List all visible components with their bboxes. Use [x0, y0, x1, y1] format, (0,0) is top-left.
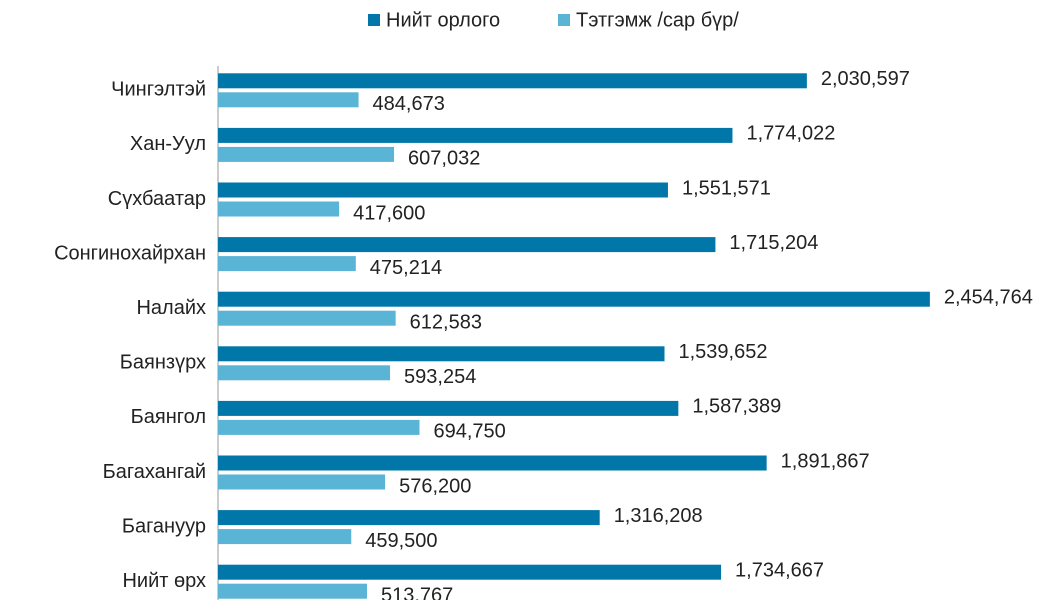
value-label: 2,454,764: [944, 286, 1033, 308]
bar: [218, 346, 665, 362]
y-tick-label: Чингэлтэй: [111, 79, 206, 101]
value-label: 593,254: [404, 366, 476, 388]
bar: [218, 564, 722, 580]
bar: [218, 73, 807, 89]
value-label: 513,767: [381, 584, 453, 600]
bar: [218, 256, 356, 272]
value-label: 576,200: [399, 475, 471, 497]
value-label: 1,774,022: [746, 123, 835, 145]
value-label: 1,539,652: [678, 341, 767, 363]
legend-swatch: [558, 14, 570, 26]
bar: [218, 127, 733, 143]
value-label: 2,030,597: [821, 68, 910, 90]
bar: [218, 583, 367, 599]
y-tick-label: Нийт өрх: [122, 570, 206, 592]
bar: [218, 201, 340, 217]
bar: [218, 182, 668, 198]
value-label: 1,734,667: [735, 559, 824, 581]
legend-swatch: [368, 14, 380, 26]
bar: [218, 365, 391, 381]
value-label: 612,583: [410, 311, 482, 333]
bar: [218, 510, 600, 526]
bar: [218, 455, 767, 471]
bar: [218, 291, 930, 307]
y-tick-label: Сонгинохайрхан: [54, 242, 206, 264]
value-label: 475,214: [370, 257, 442, 279]
value-label: 1,316,208: [614, 505, 703, 527]
legend-label: Нийт орлого: [386, 9, 500, 31]
value-label: 1,715,204: [729, 232, 818, 254]
y-tick-label: Багахангай: [103, 461, 206, 483]
bar: [218, 92, 359, 108]
value-label: 484,673: [373, 93, 445, 115]
bar: [218, 400, 679, 416]
value-label: 694,750: [433, 421, 505, 443]
bar: [218, 310, 396, 326]
value-label: 459,500: [365, 530, 437, 552]
value-label: 1,551,571: [682, 177, 771, 199]
value-label: 1,891,867: [781, 450, 870, 472]
value-label: 1,587,389: [692, 396, 781, 418]
bar: [218, 474, 386, 490]
value-label: 417,600: [353, 202, 425, 224]
legend-label: Тэтгэмж /сар бүр/: [576, 9, 739, 31]
value-label: 607,032: [408, 148, 480, 170]
y-tick-label: Хан-Уул: [130, 133, 206, 155]
y-tick-label: Баянзүрх: [120, 352, 206, 374]
y-tick-label: Баянгол: [131, 406, 206, 428]
bar: [218, 419, 420, 435]
bar: [218, 529, 352, 545]
y-tick-label: Налайх: [136, 297, 206, 319]
y-tick-label: Сүхбаатар: [108, 188, 206, 210]
bar: [218, 146, 395, 162]
bar: [218, 237, 716, 253]
y-tick-label: Багануур: [122, 515, 206, 537]
